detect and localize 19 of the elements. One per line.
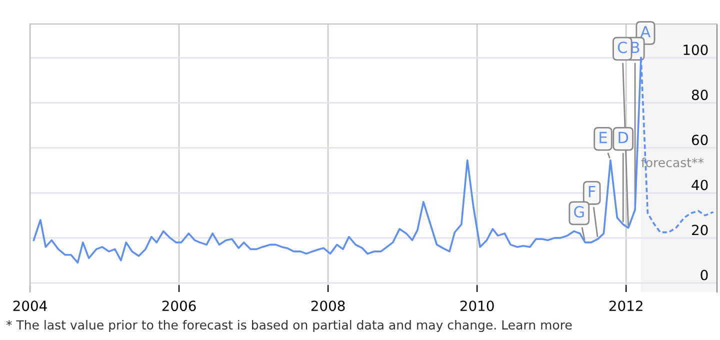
x-tick-label: 2004 — [13, 300, 47, 312]
band-label: forecast** — [641, 158, 704, 168]
y-tick-label: 40 — [692, 180, 708, 190]
y-tick-label: 0 — [700, 270, 708, 280]
x-tick-label: 2006 — [162, 300, 196, 312]
annotation: D — [618, 132, 628, 144]
y-tick-label: 80 — [692, 90, 708, 100]
annotation: F — [588, 186, 596, 198]
annotation: E — [600, 132, 607, 144]
annotation: C — [618, 42, 627, 54]
annotation: A — [640, 26, 651, 38]
y-tick-label: 100 — [684, 44, 708, 56]
text: * The last value prior to the forecast is based on partial data and may change. Learn more — [6, 320, 572, 332]
x-tick-label: 2012 — [609, 300, 642, 312]
annotation: G — [574, 206, 584, 218]
x-tick-label: 2008 — [311, 300, 345, 312]
x-tick-label: 2010 — [460, 300, 494, 312]
y-tick-label: 60 — [692, 134, 708, 146]
y-tick-label: 20 — [692, 224, 708, 236]
